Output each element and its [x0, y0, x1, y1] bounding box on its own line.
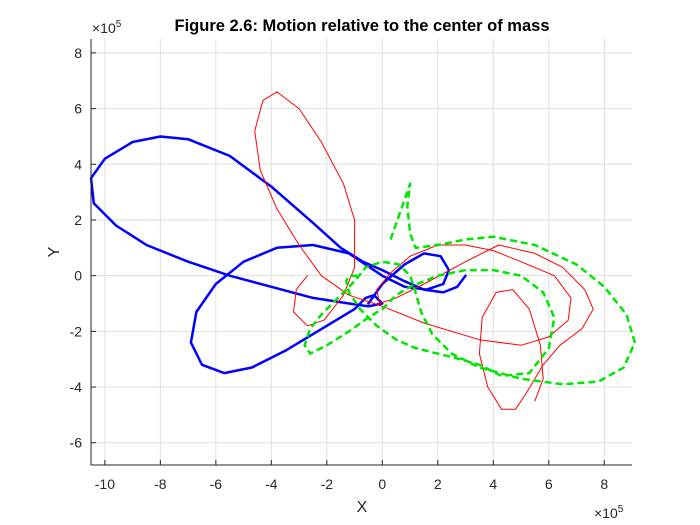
grid-lines — [91, 39, 632, 465]
x-tick-label-6: 2 — [434, 476, 442, 492]
y-multiplier-exponent: 5 — [116, 19, 122, 30]
x-multiplier-base: ×10 — [594, 505, 618, 521]
y-tick-label-1: -4 — [70, 379, 83, 395]
x-axis-label: X — [357, 499, 368, 516]
x-axis-multiplier: ×105 — [594, 504, 624, 521]
x-tick-label-0: -10 — [95, 476, 115, 492]
y-tick-label-4: 2 — [74, 212, 82, 228]
x-tick-label-4: -2 — [321, 476, 334, 492]
x-tick-label-9: 8 — [600, 476, 608, 492]
x-tick-label-7: 4 — [489, 476, 497, 492]
y-tick-label-3: 0 — [74, 268, 82, 284]
x-multiplier-exponent: 5 — [618, 504, 624, 515]
y-tick-label-7: 8 — [74, 45, 82, 61]
series-line-1 — [254, 91, 594, 410]
plot-background — [91, 39, 632, 465]
series-layer — [89, 91, 637, 410]
y-tick-label-6: 6 — [74, 101, 82, 117]
y-tick-label-0: -6 — [70, 435, 83, 451]
y-multiplier-base: ×10 — [92, 20, 116, 36]
axis-labels: Figure 2.6: Motion relative to the cente… — [46, 17, 624, 521]
x-tick-label-8: 6 — [545, 476, 553, 492]
y-tick-label-5: 4 — [74, 156, 82, 172]
y-tick-label-2: -2 — [70, 323, 83, 339]
y-axis-label: Y — [46, 246, 63, 257]
axes: -10 -8 -6 -4 -2 0 2 4 6 8 -6 -4 -2 0 2 4 6 8 — [70, 39, 632, 492]
series-line-0 — [89, 135, 467, 375]
x-tick-label-1: -8 — [154, 476, 167, 492]
x-tick-label-3: -4 — [265, 476, 278, 492]
series-line-2 — [303, 182, 637, 386]
x-tick-label-5: 0 — [378, 476, 386, 492]
x-tick-label-2: -6 — [210, 476, 223, 492]
chart-title: Figure 2.6: Motion relative to the cente… — [175, 17, 550, 35]
plot-area — [91, 39, 632, 465]
y-axis-multiplier: ×105 — [92, 19, 122, 36]
